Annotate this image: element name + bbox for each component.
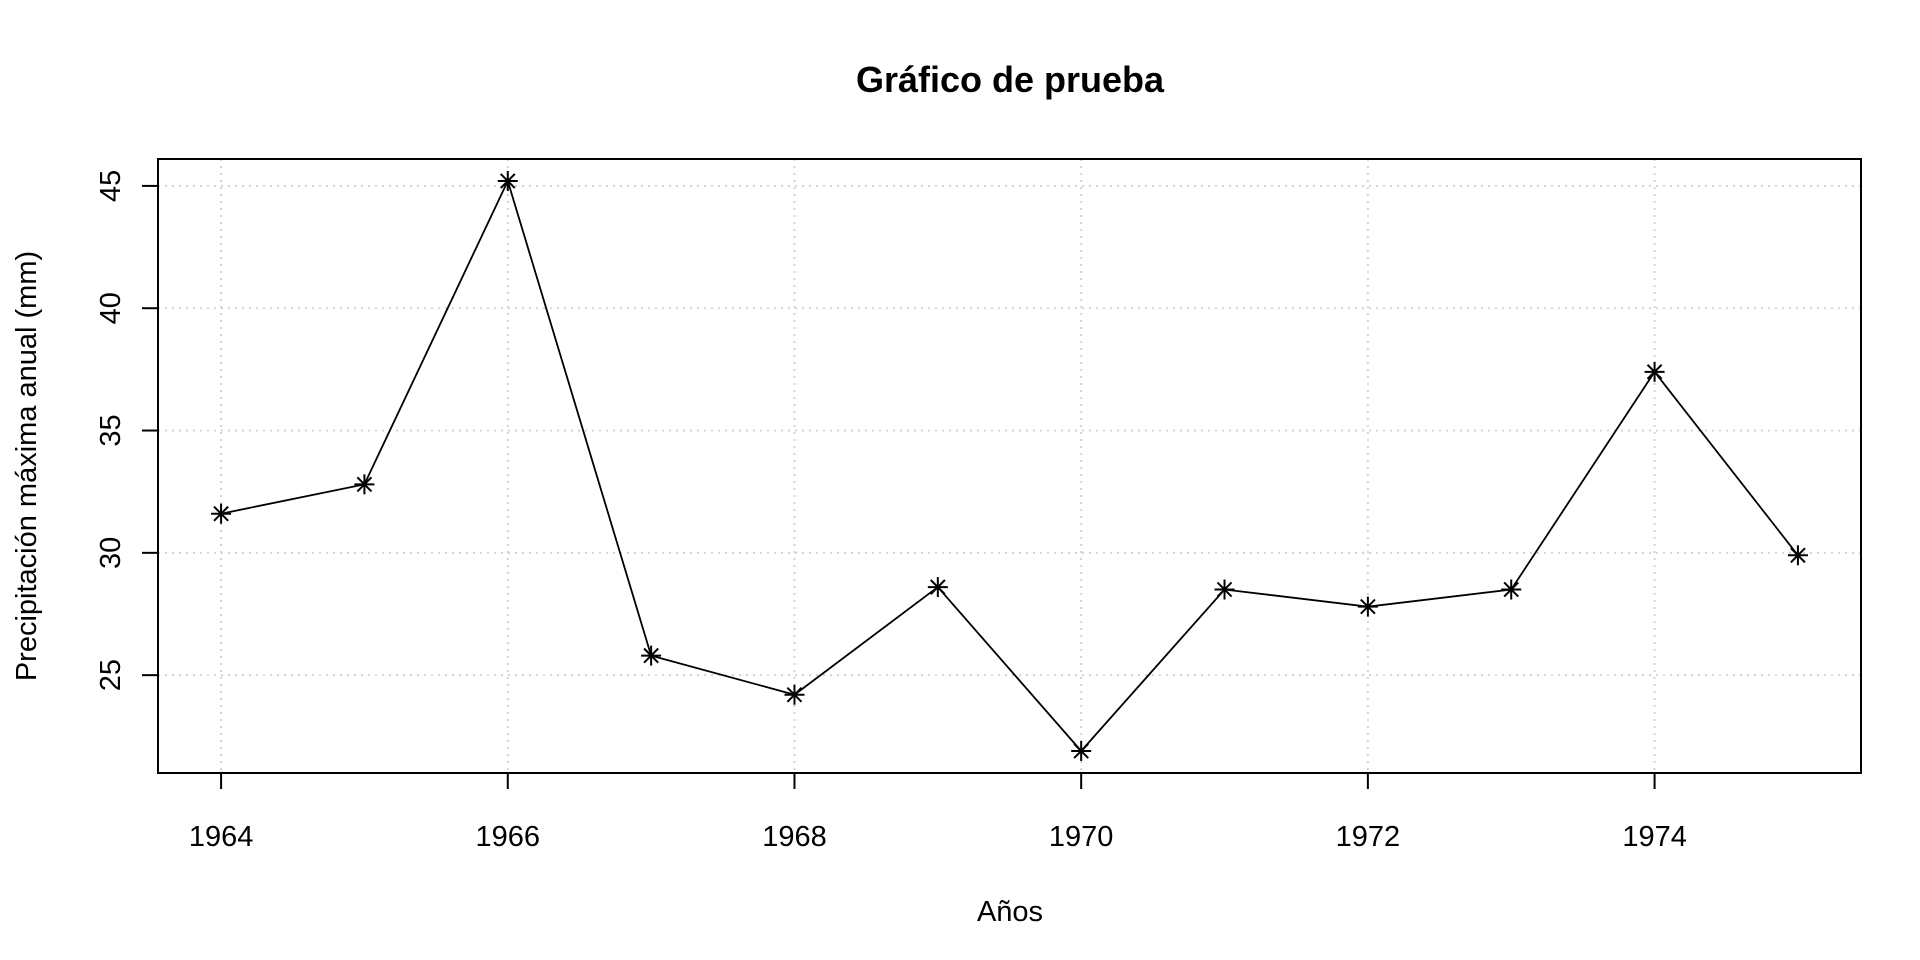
data-point	[784, 684, 805, 705]
x-tick-label: 1972	[1336, 821, 1401, 853]
y-axis: 25 30 35 40 45	[95, 170, 158, 691]
data-point	[1071, 740, 1092, 761]
asterisk-marker-stroke	[1073, 743, 1089, 759]
data-point	[927, 577, 948, 598]
asterisk-marker-stroke	[213, 505, 229, 522]
plot-frame	[157, 158, 1862, 774]
x-tick-label: 1964	[189, 821, 254, 853]
y-tick-label: 35	[95, 414, 127, 446]
x-axis: 1964 1966 1968 1970 1972 1974	[189, 773, 1687, 853]
chart-title: Gráfico de prueba	[856, 59, 1165, 100]
y-tick-label: 25	[95, 659, 127, 691]
data-point	[1644, 361, 1665, 382]
asterisk-marker-stroke	[1790, 547, 1806, 564]
data-point	[1214, 579, 1235, 600]
x-tick-label: 1966	[476, 821, 541, 853]
grid	[158, 159, 1861, 773]
series-line	[220, 178, 1799, 753]
x-axis-label: Años	[977, 896, 1043, 928]
y-axis-label: Precipitación máxima anual (mm)	[11, 251, 43, 681]
data-point	[1357, 596, 1378, 617]
asterisk-marker-stroke	[499, 173, 516, 189]
y-tick-label: 30	[95, 537, 127, 569]
series	[211, 171, 1808, 761]
data-point	[497, 171, 518, 192]
x-tick-label: 1968	[762, 821, 827, 853]
asterisk-marker-stroke	[930, 579, 946, 595]
asterisk-marker-stroke	[643, 647, 659, 664]
asterisk-marker-stroke	[356, 476, 373, 493]
asterisk-marker-stroke	[1503, 581, 1520, 598]
y-tick-label: 45	[95, 170, 127, 202]
x-tick-label: 1974	[1622, 821, 1687, 853]
data-point	[211, 503, 232, 524]
asterisk-marker-stroke	[786, 686, 803, 703]
y-tick-label: 40	[95, 292, 127, 324]
asterisk-marker-stroke	[1646, 364, 1663, 380]
asterisk-marker-stroke	[1216, 581, 1233, 598]
data-point	[641, 645, 662, 666]
x-tick-label: 1970	[1049, 821, 1114, 853]
data-point	[1787, 545, 1808, 566]
asterisk-marker-stroke	[1360, 598, 1376, 615]
data-point	[354, 474, 375, 495]
data-point	[1501, 579, 1522, 600]
